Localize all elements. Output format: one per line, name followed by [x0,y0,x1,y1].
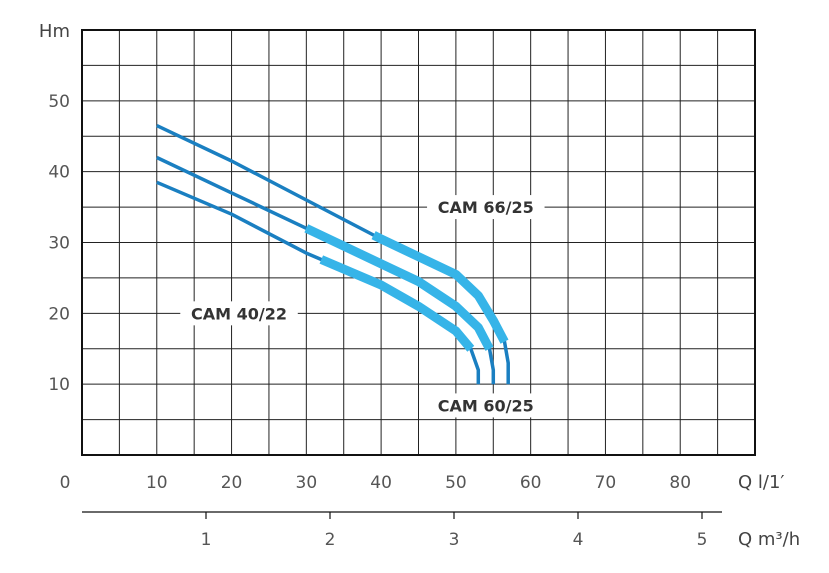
x-tick-label: 80 [669,473,691,493]
x-tick-label: 70 [595,473,617,493]
secondary-tick-label: 2 [325,530,336,550]
series-label: CAM 60/25 [438,396,534,415]
secondary-tick-label: 3 [449,530,460,550]
efficiency-band [319,255,475,352]
x-tick-label: 40 [370,473,392,493]
y-tick-label: 50 [48,92,70,112]
label-background [180,301,298,326]
label-background [427,195,545,220]
secondary-tick-label: 1 [201,530,212,550]
series-cam-60-25 [156,155,496,385]
series-label: CAM 66/25 [438,198,534,217]
secondary-tick-label: 5 [697,530,708,550]
y-axis-label: Hm [39,21,70,42]
efficiency-band [304,224,494,351]
x-tick-label: 60 [520,473,542,493]
series-label: CAM 40/22 [191,304,287,323]
series-cam-40-22 [156,180,481,385]
x-axis-label: Q l/1′ [738,472,785,493]
x-tick-label: 30 [296,473,318,493]
efficiency-band [371,231,509,344]
grid-lines [82,30,755,455]
x-origin-label: 0 [60,473,71,493]
x-tick-label: 20 [221,473,243,493]
y-tick-label: 40 [48,163,70,183]
y-tick-label: 30 [48,234,70,254]
x-tick-label: 10 [146,473,168,493]
y-tick-label: 20 [48,304,70,324]
series-cam-66-25 [156,124,510,385]
secondary-axis-label: Q m³/h [738,529,800,550]
label-backgrounds [180,195,545,418]
label-background [427,393,545,418]
secondary-tick-label: 4 [573,530,584,550]
y-tick-label: 10 [48,375,70,395]
x-tick-label: 50 [445,473,467,493]
plot-frame [81,29,756,456]
